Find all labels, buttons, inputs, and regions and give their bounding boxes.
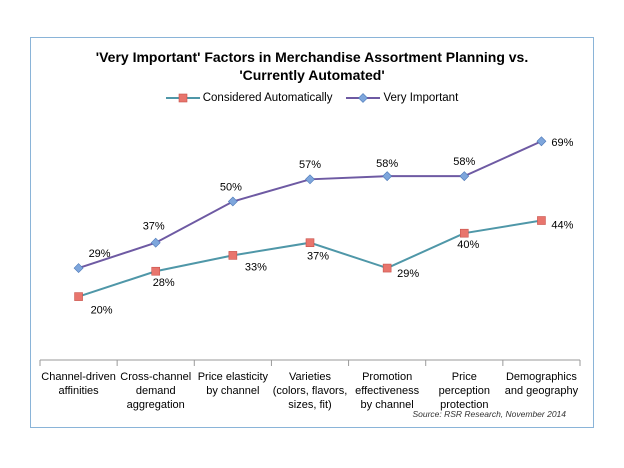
x-tick-label: Cross-channel demand aggregation <box>120 371 191 411</box>
chart-title-line-2: 'Currently Automated' <box>239 67 385 83</box>
legend-item-very-important: Very Important <box>346 92 458 104</box>
data-label: 44% <box>551 219 573 231</box>
data-point-considered-automatically <box>228 251 238 260</box>
data-label: 40% <box>457 239 479 251</box>
data-label: 20% <box>91 305 113 317</box>
data-point-considered-automatically <box>74 292 83 301</box>
data-point-very-important <box>536 136 547 147</box>
data-label: 58% <box>453 156 475 168</box>
data-point-very-important <box>73 263 84 273</box>
data-point-considered-automatically <box>382 263 392 273</box>
legend-label-considered-automatically: Considered Automatically <box>202 92 333 104</box>
data-point-considered-automatically <box>537 216 546 225</box>
data-label: 29% <box>89 248 111 260</box>
data-label: 37% <box>143 221 165 233</box>
data-point-very-important <box>150 237 161 248</box>
x-tick-label: Price elasticity by channel <box>198 371 269 397</box>
x-tick-label: Demographics and geography <box>505 371 579 397</box>
data-point-very-important <box>382 171 393 182</box>
x-tick-label: Varieties (colors, flavors, sizes, fit) <box>273 371 348 411</box>
legend-item-considered-automatically: Considered Automatically <box>165 92 333 104</box>
data-point-very-important <box>459 171 470 182</box>
x-tick-label: Promotion effectiveness by channel <box>355 371 420 411</box>
data-point-very-important <box>305 174 315 185</box>
data-point-very-important <box>227 196 238 207</box>
source-note: Source: RSR Research, November 2014 <box>412 409 566 419</box>
chart-title: 'Very Important' Factors in Merchandise … <box>30 48 594 84</box>
data-label: 50% <box>220 181 242 193</box>
data-label: 28% <box>153 277 175 289</box>
legend-line-square-marker-icon <box>165 93 200 103</box>
data-point-considered-automatically <box>459 228 469 238</box>
legend: Considered Automatically Very Important <box>0 92 624 104</box>
legend-label-very-important: Very Important <box>383 92 459 104</box>
chart-title-line-1: 'Very Important' Factors in Merchandise … <box>95 49 529 65</box>
data-label: 57% <box>299 159 321 171</box>
data-label: 58% <box>376 158 398 170</box>
x-tick-label: Channel-driven affinities <box>41 371 116 397</box>
data-label: 69% <box>551 137 573 149</box>
data-point-considered-automatically <box>305 238 315 248</box>
data-point-considered-automatically <box>151 266 161 276</box>
chart-frame <box>30 37 594 428</box>
x-tick-label: Price perception protection <box>439 371 490 411</box>
data-label: 33% <box>245 261 267 273</box>
data-label: 37% <box>307 251 329 263</box>
legend-line-diamond-marker-icon <box>346 93 381 103</box>
data-label: 29% <box>397 268 419 280</box>
